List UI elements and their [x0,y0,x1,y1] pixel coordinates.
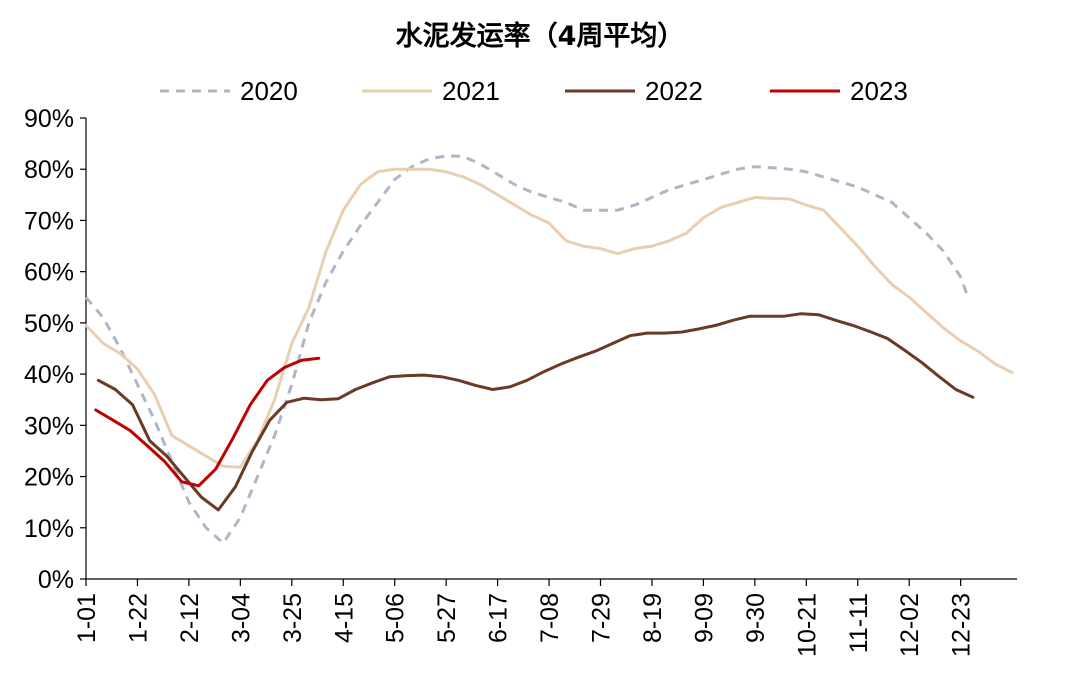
y-tick-label: 50% [24,310,74,338]
x-tick-label: 9-30 [742,593,770,643]
x-tick-label: 3-04 [227,593,255,643]
legend-label-2022: 2022 [645,76,703,106]
y-tick-label: 80% [24,156,74,184]
legend-label-2023: 2023 [850,76,908,106]
y-tick-label: 0% [38,566,74,594]
x-tick-label: 1-22 [124,593,152,643]
y-tick-label: 60% [24,259,74,287]
x-tick-label: 7-08 [536,593,564,643]
y-tick-label: 30% [24,412,74,440]
x-tick-label: 12-23 [948,593,976,657]
series-line-2023 [94,356,321,488]
series-line-2022 [96,312,975,512]
y-tick-label: 70% [24,207,74,235]
series-group [84,154,1014,545]
legend-label-2021: 2021 [442,76,500,106]
series-line-2021 [84,167,1014,469]
axes: 0% 10% 20% 30% 40% 50% 60% 70% 80% 90% 1-01 1-22 2-1… [24,105,1017,657]
y-tick-label: 40% [24,361,74,389]
legend-label-2020: 2020 [240,76,298,106]
x-tick-label: 2-12 [176,593,204,643]
y-tick-label: 20% [24,464,74,492]
x-tick-label: 8-19 [639,593,667,643]
x-tick-label: 6-17 [485,593,513,643]
x-tick-label: 3-25 [279,593,307,643]
x-tick-label: 5-06 [382,593,410,643]
x-tick-label: 9-09 [690,593,718,643]
x-tick-label: 4-15 [330,593,358,643]
series-line-2020 [84,154,970,545]
x-tick-label: 10-21 [793,593,821,657]
legend: 2020 2021 2022 2023 [160,76,908,106]
x-tick-label: 5-27 [433,593,461,643]
x-tick-label: 7-29 [588,593,616,643]
y-tick-label: 10% [24,515,74,543]
x-tick-label: 12-02 [896,593,924,657]
x-tick-label: 1-01 [73,593,101,643]
x-tick-label: 11-11 [845,593,873,653]
y-tick-label: 90% [24,105,74,133]
chart-title: 水泥发运率（4周平均） [395,21,685,52]
